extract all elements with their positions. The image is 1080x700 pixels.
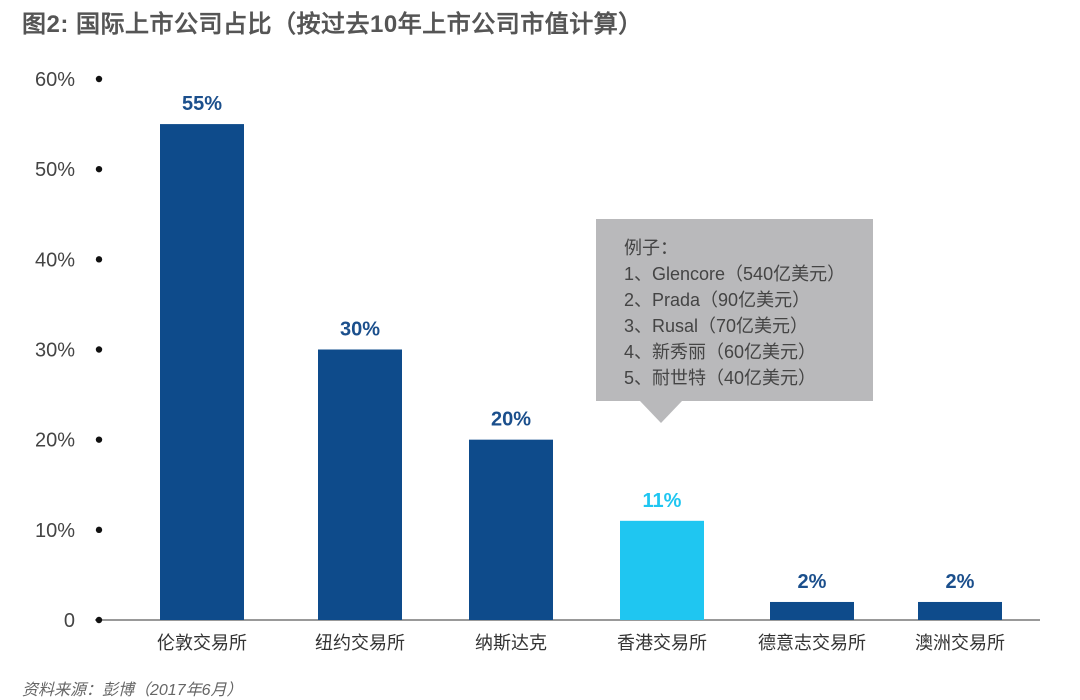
source-note: 资料来源：彭博（2017年6月）: [22, 682, 243, 699]
callout-item: 3、Rusal（70亿美元）: [624, 316, 809, 336]
x-tick-label: 纳斯达克: [475, 633, 547, 654]
bar-value-label: 2%: [798, 571, 827, 593]
x-tick-label: 德意志交易所: [758, 633, 866, 654]
bar: [469, 439, 553, 620]
callout-item: 5、耐世特（40亿美元）: [624, 368, 817, 388]
y-tick-dot: [95, 75, 103, 83]
callout-item: 1、Glencore（540亿美元）: [624, 264, 846, 284]
y-tick-label: 10%: [35, 520, 75, 542]
callout-heading: 例子：: [624, 238, 678, 258]
x-tick-label: 纽约交易所: [315, 633, 405, 654]
y-tick-dot: [95, 526, 103, 534]
y-tick-dot: [95, 346, 103, 353]
y-tick-dot: [95, 165, 103, 173]
bar-value-label: 30%: [340, 319, 380, 341]
callout-pointer: [640, 401, 682, 423]
bar: [620, 520, 704, 620]
x-tick-label: 伦敦交易所: [157, 633, 247, 654]
chart-title: 图2: 国际上市公司占比（按过去10年上市公司市值计算）: [22, 11, 643, 38]
callout-item: 4、新秀丽（60亿美元）: [624, 342, 817, 362]
bar: [770, 601, 854, 620]
y-tick-label: 20%: [35, 430, 75, 452]
examples-callout: 例子： 1、Glencore（540亿美元） 2、Prada（90亿美元） 3、…: [596, 219, 873, 423]
bar-value-label: 55%: [182, 93, 222, 115]
y-tick-dot: [95, 616, 103, 624]
y-tick-label: 60%: [35, 69, 75, 91]
bar: [918, 601, 1002, 620]
x-tick-label: 澳洲交易所: [915, 633, 1005, 654]
y-tick-label: 30%: [35, 340, 75, 362]
x-tick-label: 香港交易所: [617, 633, 707, 654]
y-tick-label: 0: [64, 610, 75, 632]
bar-value-label: 11%: [643, 490, 682, 512]
y-tick-dot: [95, 436, 103, 443]
y-tick-label: 40%: [35, 249, 75, 271]
bar: [318, 349, 402, 620]
bar: [160, 124, 244, 620]
callout-item: 2、Prada（90亿美元）: [624, 290, 811, 310]
bar-value-label: 20%: [491, 409, 531, 431]
bar-value-label: 2%: [946, 571, 975, 593]
y-tick-label: 50%: [35, 159, 75, 181]
y-tick-dot: [95, 256, 103, 263]
